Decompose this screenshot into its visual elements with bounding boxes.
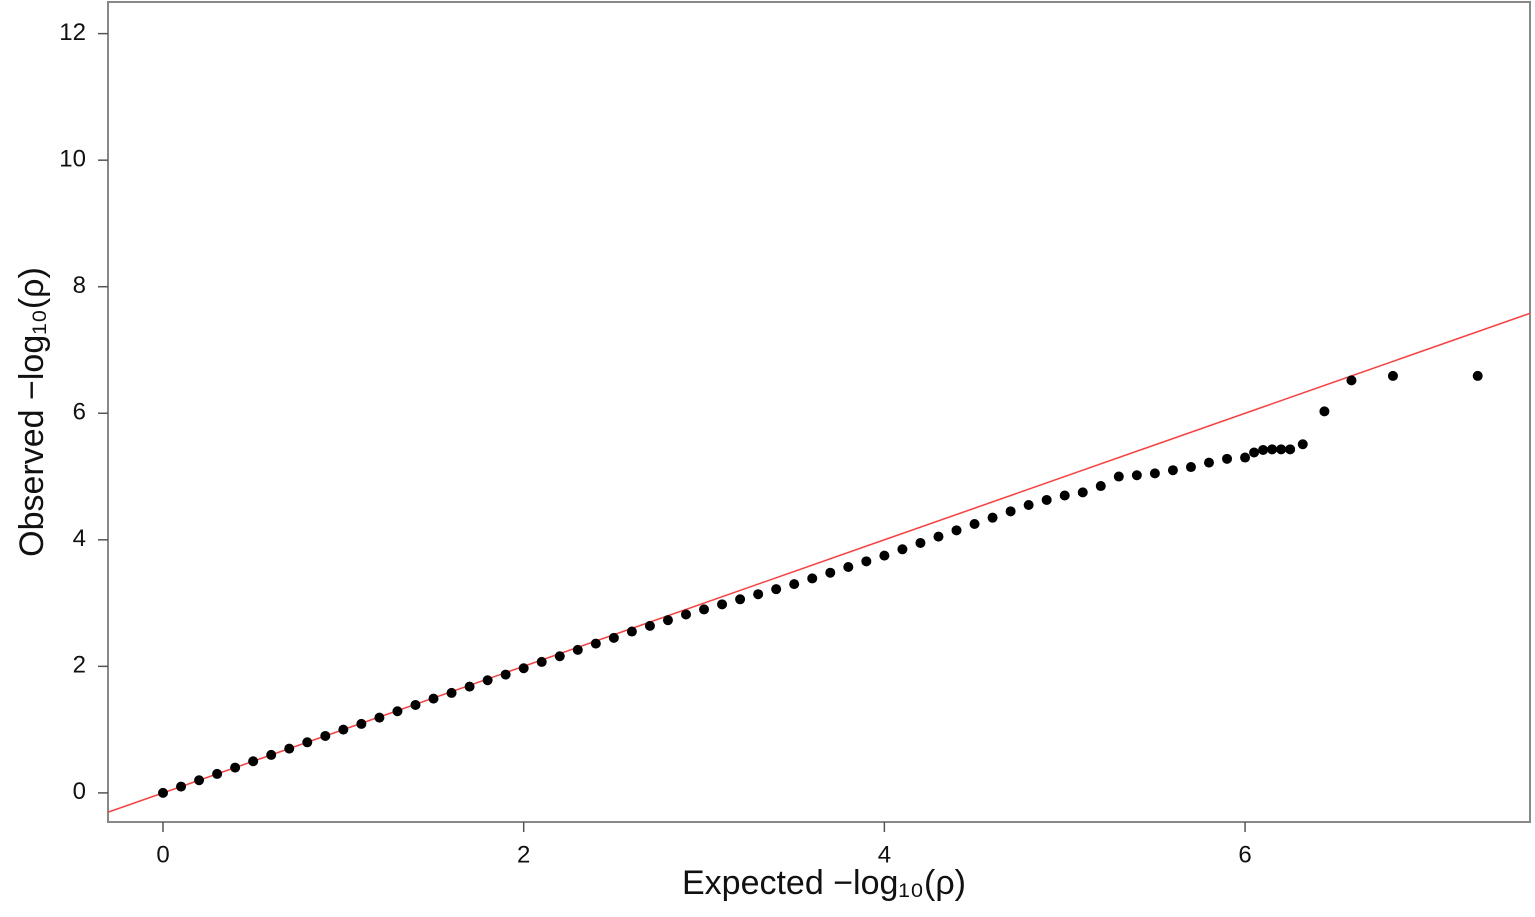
data-point [1472,370,1483,381]
data-point [717,599,728,610]
data-point [1023,500,1034,511]
data-point [356,718,367,729]
data-point [590,638,601,649]
y-axis-label: Observed −log₁₀(ρ) [13,267,51,557]
data-point [1185,462,1196,473]
data-point [1095,481,1106,492]
data-point [933,531,944,542]
data-point [1240,452,1251,463]
data-point [1041,494,1052,505]
data-point [1319,406,1330,417]
data-point [1059,490,1070,501]
data-point [987,512,998,523]
data-point [1203,457,1214,468]
data-point [680,609,691,620]
data-point [500,669,511,680]
data-point [969,518,980,529]
data-point [735,594,746,605]
data-point [861,556,872,567]
data-point [572,644,583,655]
data-point [1149,468,1160,479]
data-point [554,651,565,662]
data-point [1297,439,1308,450]
data-point [897,544,908,555]
x-tick-label: 6 [1238,841,1251,868]
data-point [626,626,637,637]
data-point [1113,471,1124,482]
data-point [266,749,277,760]
data-point [1249,447,1260,458]
x-tick-label: 2 [517,841,530,868]
x-tick-label: 4 [878,841,891,868]
data-point [1167,465,1178,476]
data-point [843,562,854,573]
data-point [644,620,655,631]
x-axis-label: Expected −log₁₀(ρ) [682,864,966,902]
data-point [915,537,926,548]
data-point [158,787,169,798]
data-point [1258,444,1269,455]
y-tick-label: 2 [73,652,86,679]
data-point [320,730,331,741]
data-point [753,589,764,600]
data-point [807,573,818,584]
y-tick-label: 8 [73,272,86,299]
data-point [662,615,673,626]
y-tick-label: 12 [59,19,86,46]
data-point [230,762,241,773]
data-point [1005,506,1016,517]
data-point [446,687,457,698]
data-point [608,632,619,643]
data-point [212,768,223,779]
data-point [1222,453,1233,464]
data-point [518,663,529,674]
plot-area [108,312,1530,813]
y-tick-label: 6 [73,399,86,426]
data-point [482,675,493,686]
data-point [248,756,259,767]
data-point [1285,444,1296,455]
data-point [428,693,439,704]
data-point [194,775,205,786]
plot-frame [107,1,1531,823]
data-point [1387,370,1398,381]
data-point [1276,444,1287,455]
data-point [771,584,782,595]
y-tick-label: 0 [73,778,86,805]
data-point [302,737,313,748]
data-point [699,604,710,615]
data-point [176,781,187,792]
data-point [392,706,403,717]
data-point [1131,470,1142,481]
data-point [338,724,349,735]
data-point [536,656,547,667]
y-tick-label: 10 [59,146,86,173]
data-point [410,699,421,710]
data-point [374,712,385,723]
data-point [879,550,890,561]
data-point [1077,487,1088,498]
x-tick-label: 0 [156,841,169,868]
y-tick-label: 4 [73,525,86,552]
data-point [1346,375,1357,386]
data-point [1267,444,1278,455]
data-point [951,525,962,536]
data-point [825,567,836,578]
data-point [464,681,475,692]
data-point [789,579,800,590]
data-point [284,743,295,754]
